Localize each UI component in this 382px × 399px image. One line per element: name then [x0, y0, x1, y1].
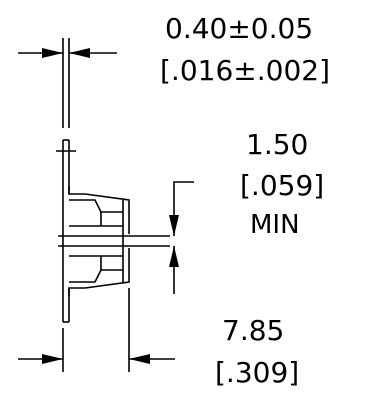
- min-gap-inch-label: [.059]: [240, 169, 324, 202]
- thickness-arrow-right: [69, 48, 90, 58]
- boss-outline-bottom: [68, 248, 130, 296]
- overall-arrow-left: [42, 354, 63, 364]
- thickness-inch-label: [.016±.002]: [160, 54, 330, 87]
- thickness-metric-label: 0.40±0.05: [165, 12, 313, 45]
- thickness-arrow-left: [42, 48, 63, 58]
- min-gap-dimension: [173, 181, 194, 294]
- cavity-upper: [69, 199, 123, 213]
- overall-inch-label: [.309]: [215, 356, 299, 389]
- boss-outline-top: [68, 186, 130, 234]
- min-gap-leader-top: [173, 181, 194, 236]
- overall-metric-label: 7.85: [222, 314, 284, 347]
- thickness-dimension: [18, 38, 117, 128]
- part-outline: [58, 139, 170, 323]
- min-gap-arrow-top: [169, 215, 179, 236]
- overall-dimension: [18, 288, 175, 372]
- min-gap-arrow-bottom: [169, 246, 179, 267]
- min-gap-qualifier-label: MIN: [250, 210, 300, 240]
- cavity-lower: [69, 269, 123, 283]
- min-gap-metric-label: 1.50: [246, 128, 308, 161]
- overall-arrow-right: [129, 354, 150, 364]
